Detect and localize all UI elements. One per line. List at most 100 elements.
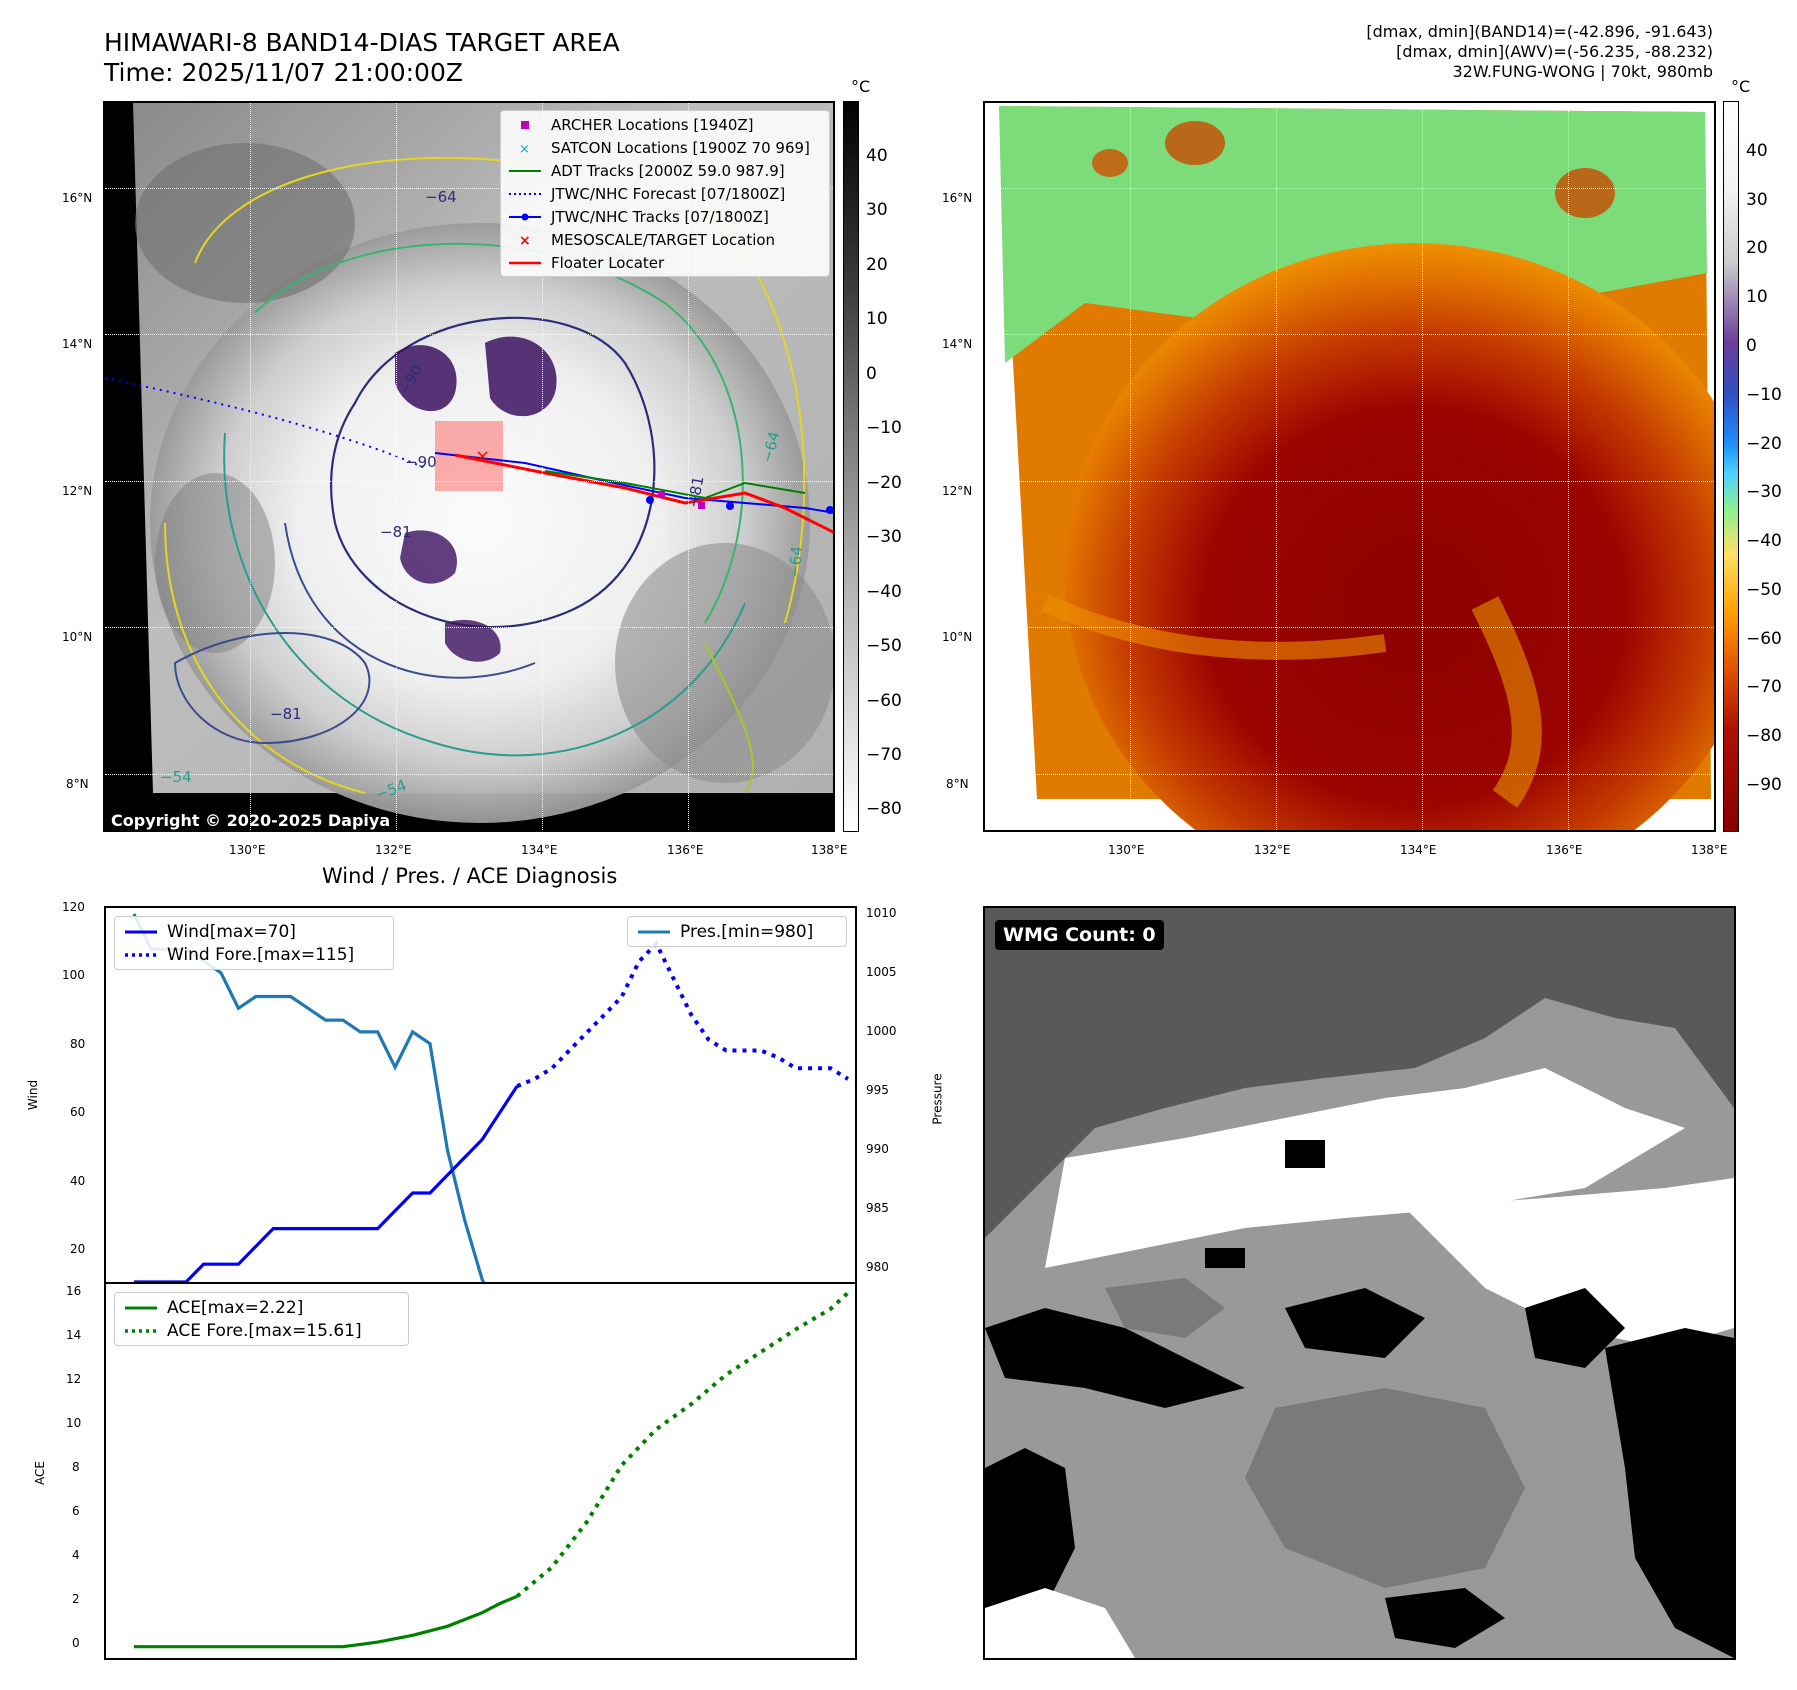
wv-colorbar-unit: °C bbox=[1731, 77, 1751, 96]
colorbar-tick: 0 bbox=[1746, 336, 1757, 356]
wind-forecast-line bbox=[516, 940, 850, 1088]
legend-label: MESOSCALE/TARGET Location bbox=[551, 230, 776, 249]
colorbar-tick: −20 bbox=[1746, 434, 1782, 454]
lon-label: 130°E bbox=[229, 843, 266, 857]
y-tick: 12 bbox=[66, 1372, 82, 1386]
colorbar-tick: 10 bbox=[1746, 287, 1768, 307]
legend-item-tracks: JTWC/NHC Tracks [07/1800Z] bbox=[507, 205, 823, 228]
lat-label: 10°N bbox=[942, 630, 973, 644]
ace-legend: ACE[max=2.22] ACE Fore.[max=15.61] bbox=[114, 1292, 409, 1346]
colorbar-tick: −30 bbox=[866, 527, 902, 547]
lat-label: 12°N bbox=[942, 484, 973, 498]
info-storm: 32W.FUNG-WONG | 70kt, 980mb bbox=[1452, 62, 1713, 81]
lon-label: 138°E bbox=[811, 843, 848, 857]
legend-item-target: × MESOSCALE/TARGET Location bbox=[507, 228, 823, 251]
legend-label: ARCHER Locations [1940Z] bbox=[551, 115, 754, 134]
contour-label: −81 bbox=[684, 474, 708, 510]
colorbar-tick: 30 bbox=[1746, 190, 1768, 210]
y-tick: 14 bbox=[66, 1328, 82, 1342]
lat-label: 10°N bbox=[62, 630, 93, 644]
wv-gridlines bbox=[985, 103, 1714, 830]
contour-label: −54 bbox=[160, 768, 192, 786]
wind-axis-label: Wind bbox=[26, 1079, 41, 1111]
contour-label: −81 bbox=[380, 523, 412, 541]
info-awv: [dmax, dmin](AWV)=(-56.235, -88.232) bbox=[1396, 42, 1713, 61]
contour-label: −64 bbox=[758, 429, 784, 465]
contour-label: −54 bbox=[372, 776, 409, 804]
colorbar-tick: −20 bbox=[866, 473, 902, 493]
ace-forecast-line bbox=[515, 1291, 850, 1598]
lat-label: 14°N bbox=[942, 337, 973, 351]
y-tick: 0 bbox=[72, 1636, 80, 1650]
colorbar-tick: −80 bbox=[1746, 726, 1782, 746]
ir-gridlines bbox=[105, 103, 833, 830]
y-tick: 6 bbox=[72, 1504, 80, 1518]
colorbar-tick: −50 bbox=[1746, 580, 1782, 600]
legend-item-archer: ARCHER Locations [1940Z] bbox=[507, 113, 823, 136]
colorbar-tick: 20 bbox=[1746, 238, 1768, 258]
lon-label: 132°E bbox=[375, 843, 412, 857]
legend-item-ace: ACE[max=2.22] bbox=[123, 1296, 400, 1319]
wv-image bbox=[999, 106, 1714, 830]
chart-title: Wind / Pres. / ACE Diagnosis bbox=[322, 864, 618, 888]
colorbar-tick: −60 bbox=[866, 691, 902, 711]
y-right-tick: 1010 bbox=[866, 906, 897, 920]
y-right-tick: 1005 bbox=[866, 965, 897, 979]
target-marker: × bbox=[475, 446, 490, 467]
legend-item-satcon: × SATCON Locations [1900Z 70 969] bbox=[507, 136, 823, 159]
colorbar-tick: −70 bbox=[866, 745, 902, 765]
legend-label: ADT Tracks [2000Z 59.0 987.9] bbox=[551, 161, 785, 180]
legend-label: JTWC/NHC Forecast [07/1800Z] bbox=[551, 184, 786, 203]
lat-label: 16°N bbox=[62, 191, 93, 205]
ace-chart: ACE[max=2.22] ACE Fore.[max=15.61] bbox=[104, 1282, 857, 1660]
legend-item-forecast: JTWC/NHC Forecast [07/1800Z] bbox=[507, 182, 823, 205]
colorbar-tick: 0 bbox=[866, 364, 877, 384]
colorbar-tick: −50 bbox=[866, 636, 902, 656]
contour-label: −64 bbox=[425, 188, 457, 206]
legend-label: Wind Fore.[max=115] bbox=[167, 944, 355, 965]
lat-label: 16°N bbox=[942, 191, 973, 205]
colorbar-tick: 10 bbox=[866, 309, 888, 329]
legend-item-adt: ADT Tracks [2000Z 59.0 987.9] bbox=[507, 159, 823, 182]
wmg-count-badge: WMG Count: 0 bbox=[995, 920, 1164, 950]
ir-colorbar bbox=[843, 101, 859, 832]
contour-label: −81 bbox=[270, 705, 302, 723]
lon-label: 136°E bbox=[1546, 843, 1583, 857]
ir-colorbar-unit: °C bbox=[851, 77, 871, 96]
y-tick: 120 bbox=[62, 900, 85, 914]
main-title: HIMAWARI-8 BAND14-DIAS TARGET AREA bbox=[104, 28, 620, 57]
legend-item-floater: Floater Locater bbox=[507, 251, 823, 274]
y-tick: 4 bbox=[72, 1548, 80, 1562]
y-right-tick: 985 bbox=[866, 1201, 889, 1215]
copyright-text: Copyright © 2020-2025 Dapiya bbox=[111, 811, 391, 830]
contour-label: −64 bbox=[785, 545, 807, 579]
legend-label: JTWC/NHC Tracks [07/1800Z] bbox=[551, 207, 769, 226]
y-tick: 40 bbox=[70, 1174, 86, 1188]
lon-label: 134°E bbox=[521, 843, 558, 857]
legend-item-wind: Wind[max=70] bbox=[123, 920, 385, 943]
colorbar-tick: −40 bbox=[866, 582, 902, 602]
wind-line bbox=[133, 1085, 519, 1282]
y-tick: 8 bbox=[72, 1460, 80, 1474]
pressure-axis-label: Pressure bbox=[930, 1073, 945, 1125]
legend-label: Wind[max=70] bbox=[167, 921, 296, 942]
colorbar-tick: 40 bbox=[866, 146, 888, 166]
legend-label: ACE Fore.[max=15.61] bbox=[167, 1320, 362, 1341]
wv-colorbar bbox=[1723, 101, 1739, 832]
y-right-tick: 995 bbox=[866, 1083, 889, 1097]
ir-legend: ARCHER Locations [1940Z] × SATCON Locatio… bbox=[500, 110, 830, 277]
wind-pres-chart: Wind[max=70] Wind Fore.[max=115] Pres.[m… bbox=[104, 906, 857, 1284]
lat-label: 8°N bbox=[946, 777, 969, 791]
ace-axis-label: ACE bbox=[32, 1461, 47, 1485]
contour-label: −90 bbox=[405, 453, 437, 471]
colorbar-tick: −10 bbox=[1746, 385, 1782, 405]
colorbar-tick: −40 bbox=[1746, 531, 1782, 551]
pres-legend: Pres.[min=980] bbox=[627, 916, 847, 947]
legend-label: SATCON Locations [1900Z 70 969] bbox=[551, 138, 810, 157]
main-time: Time: 2025/11/07 21:00:00Z bbox=[104, 58, 463, 87]
colorbar-tick: 20 bbox=[866, 255, 888, 275]
lat-label: 14°N bbox=[62, 337, 93, 351]
legend-label: Pres.[min=980] bbox=[680, 921, 814, 942]
wind-legend: Wind[max=70] Wind Fore.[max=115] bbox=[114, 916, 394, 970]
y-right-tick: 1000 bbox=[866, 1024, 897, 1038]
